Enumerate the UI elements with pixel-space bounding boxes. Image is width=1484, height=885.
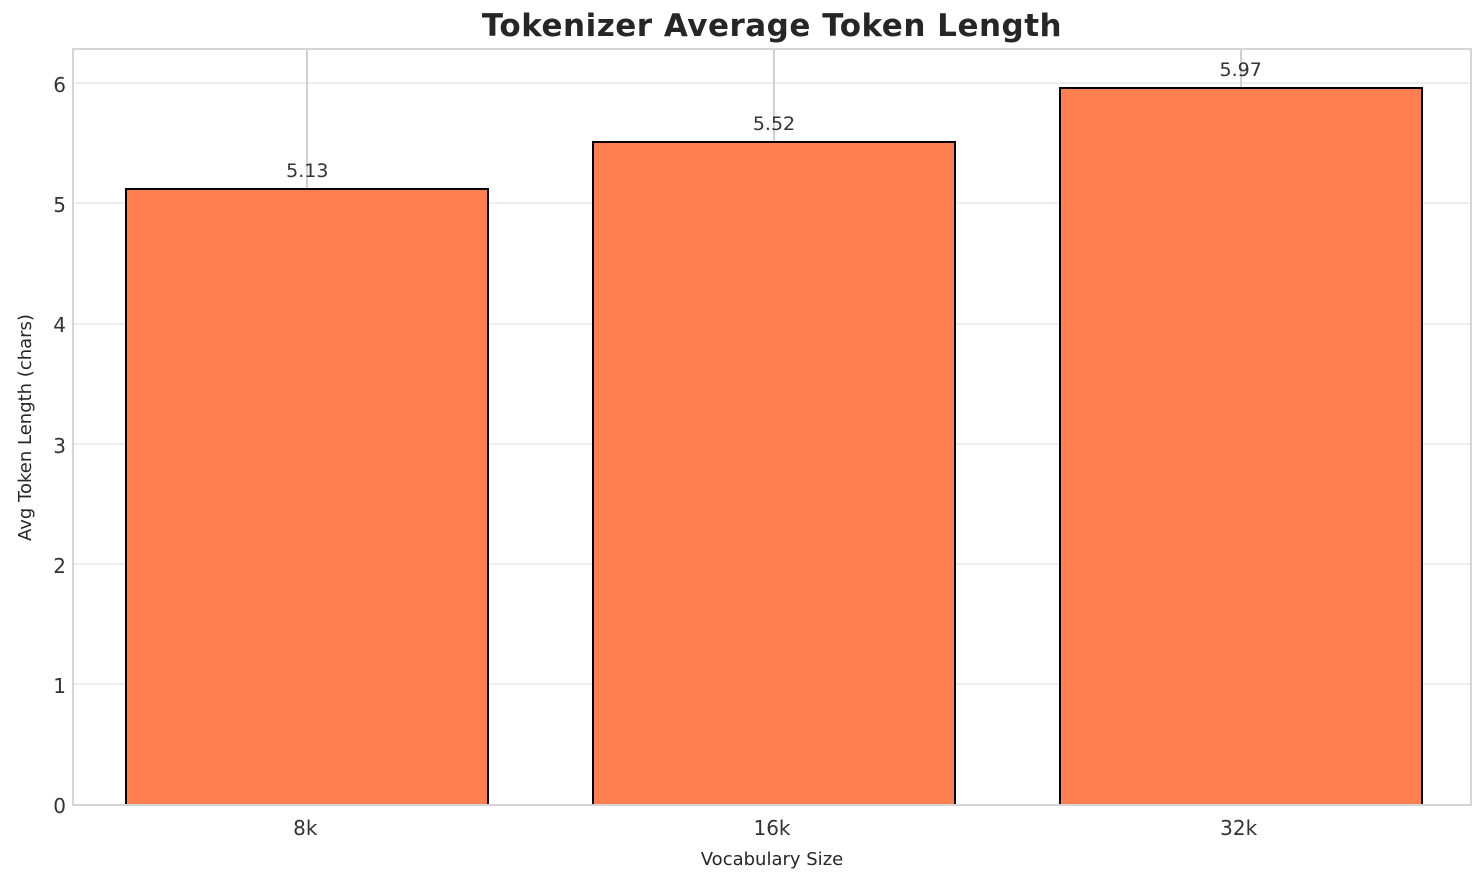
- y-tick-label-0: 0: [53, 794, 66, 818]
- bar-32k: [1058, 86, 1423, 804]
- x-tick-label-16k: 16k: [753, 816, 791, 840]
- bar-slot-8k: 5.13: [125, 46, 490, 804]
- y-axis-label: Avg Token Length (chars): [15, 314, 36, 541]
- y-tick-label-5: 5: [53, 193, 66, 218]
- y-tick-label-3: 3: [53, 433, 66, 458]
- bar-16k: [592, 140, 956, 804]
- y-tick-label-2: 2: [53, 553, 66, 578]
- x-axis-label: Vocabulary Size: [700, 849, 844, 870]
- h-gridline-6: [74, 82, 1470, 85]
- y-tick-label-1: 1: [53, 673, 66, 698]
- y-tick-label-6: 6: [53, 73, 66, 98]
- x-tick-label-8k: 8k: [293, 816, 318, 840]
- x-tick-label-32k: 32k: [1220, 816, 1258, 840]
- bar-value-label-16k: 5.52: [752, 112, 796, 135]
- bar-value-label-8k: 5.13: [286, 159, 329, 182]
- bar-value-label-32k: 5.97: [1219, 58, 1262, 81]
- bar-slot-16k: 5.52: [592, 46, 956, 804]
- chart-title: Tokenizer Average Token Length: [481, 8, 1063, 44]
- plot-area: 5.13 5.52 5.97: [72, 48, 1472, 806]
- y-tick-label-4: 4: [53, 313, 66, 338]
- bar-8k: [125, 187, 490, 804]
- bar-slot-32k: 5.97: [1058, 46, 1423, 804]
